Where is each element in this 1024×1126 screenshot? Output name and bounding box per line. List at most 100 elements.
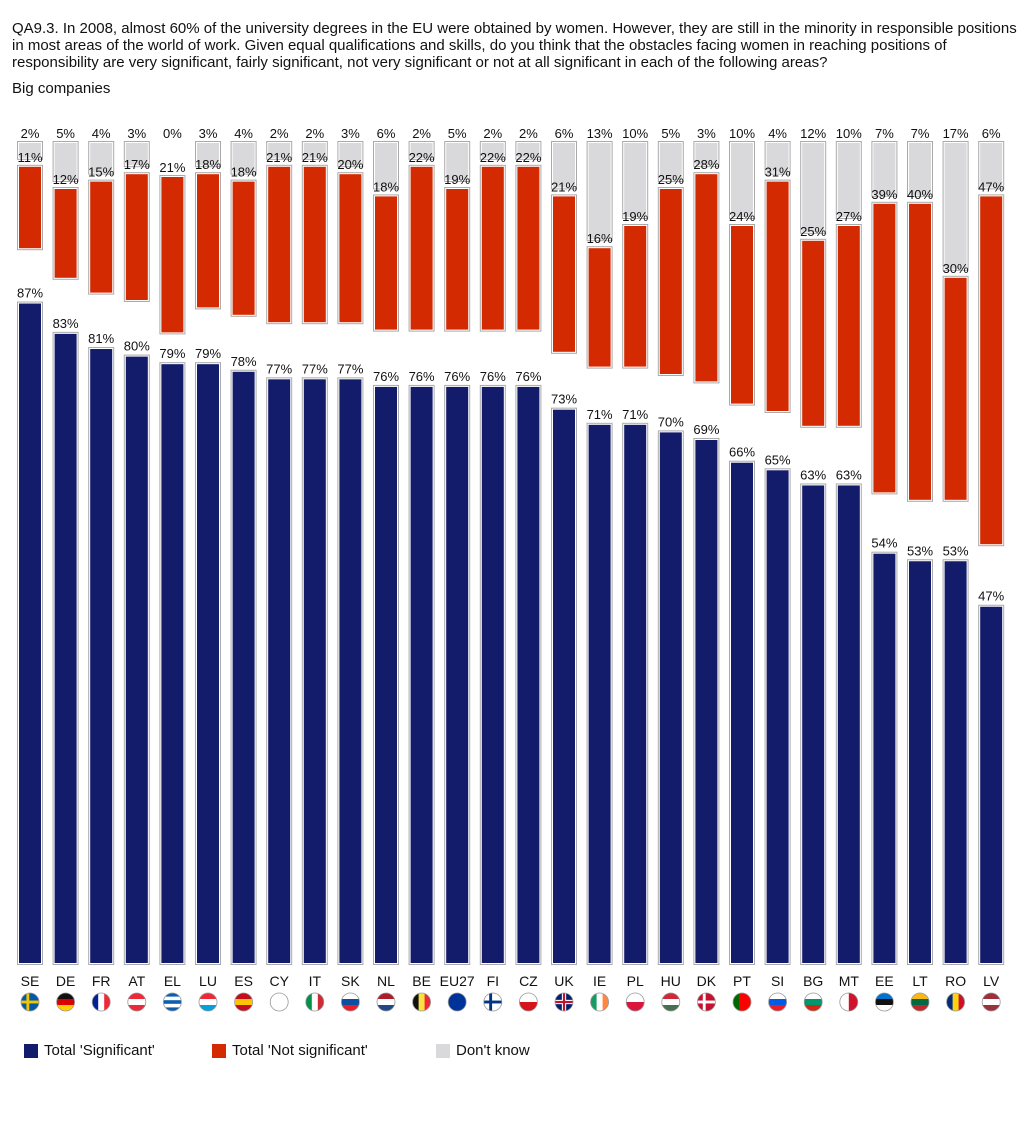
label-significant-uk: 73% [551,392,577,407]
label-dont-know-lv: 6% [982,126,1001,141]
bar-significant-lt [909,561,931,963]
bar-dont-know-dk [695,143,718,166]
x-tick-ie: IE [593,973,606,989]
flag-es-icon-rim [234,992,254,1012]
x-tick-it: IT [309,973,322,989]
label-not-significant-dk: 28% [693,157,719,172]
x-tick-lv: LV [983,973,1000,989]
label-significant-dk: 69% [693,422,719,437]
chart-subtitle: Big companies [12,80,111,97]
bar-dont-know-sk [339,143,362,166]
label-dont-know-bg: 12% [800,126,826,141]
label-significant-de: 83% [53,316,79,331]
legend-label-significant: Total 'Significant' [44,1042,155,1059]
label-dont-know-cy: 2% [270,126,289,141]
label-not-significant-ro: 30% [943,261,969,276]
bar-significant-hu [659,432,682,963]
flag-be-icon [412,993,431,1011]
bar-not-significant-it [303,166,326,323]
x-tick-sk: SK [341,973,360,989]
bar-not-significant-uk [553,196,575,352]
bar-significant-pl [624,424,647,963]
bar-significant-se [19,303,41,963]
flag-lu-icon [199,993,217,1011]
x-tick-ro: RO [945,973,966,989]
label-not-significant-de: 12% [53,172,79,187]
label-dont-know-ro: 17% [943,126,969,141]
bar-dont-know-de [54,143,77,180]
bar-not-significant-ie [588,248,611,367]
label-significant-fi: 76% [480,369,506,384]
flag-mt-icon [839,993,858,1011]
label-significant-sk: 77% [337,361,363,376]
legend-swatch-dont-know [436,1043,450,1058]
bar-significant-cz [517,386,540,963]
bar-not-significant-dk [695,174,718,382]
label-not-significant-lv: 47% [978,179,1004,194]
label-not-significant-ee: 39% [871,187,897,202]
bar-dont-know-ro [944,143,967,269]
legend-swatch-not-significant [212,1043,226,1058]
label-dont-know-se: 2% [21,126,40,141]
label-dont-know-uk: 6% [555,126,574,141]
label-not-significant-at: 17% [124,157,150,172]
x-tick-es: ES [234,973,253,989]
flag-ee-icon-rim [875,992,894,1012]
bar-not-significant-nl [375,196,397,330]
legend-label-not-significant: Total 'Not significant' [232,1042,368,1059]
label-significant-nl: 76% [373,369,399,384]
label-not-significant-cy: 21% [266,150,292,165]
legend-swatch-significant [24,1043,38,1058]
label-not-significant-lt: 40% [907,187,933,202]
bar-not-significant-sk [339,174,362,323]
flag-es-icon [234,993,253,1011]
legend: Total 'Significant' Total 'Not significa… [0,1042,1024,1062]
bar-dont-know-ie [588,143,611,240]
flag-pl-icon [626,993,645,1011]
flag-it-icon [305,993,324,1011]
flag-uk-icon-rim [554,992,574,1012]
bar-significant-lu [197,364,219,963]
bar-not-significant-pt [731,226,753,404]
bar-dont-know-se [19,143,41,158]
flag-cy-icon [270,993,289,1011]
flag-be-icon-rim [412,992,432,1012]
x-tick-se: SE [21,973,40,989]
bar-not-significant-lt [909,203,931,500]
label-dont-know-lt: 7% [911,126,930,141]
label-dont-know-ee: 7% [875,126,894,141]
bar-dont-know-hu [659,143,682,180]
bar-not-significant-ro [944,277,967,500]
bar-significant-bg [802,485,825,963]
flag-ie-icon-rim [590,992,609,1012]
label-dont-know-ie: 13% [587,126,613,141]
label-significant-eu27: 76% [444,369,470,384]
bar-not-significant-lv [980,196,1003,545]
bar-dont-know-bg [802,143,825,232]
bar-not-significant-be [410,166,433,330]
label-not-significant-fi: 22% [480,150,506,165]
bar-dont-know-pt [731,143,753,217]
label-significant-si: 65% [765,452,791,467]
bar-dont-know-uk [553,143,575,188]
bar-dont-know-cy [268,143,291,158]
bar-not-significant-cz [517,166,540,330]
flag-mt-icon-rim [839,992,859,1012]
bar-not-significant-fi [481,166,504,330]
bar-significant-lv [980,606,1003,963]
bar-dont-know-cz [517,143,540,158]
flag-fi-icon-rim [483,992,503,1012]
flag-hu-icon [661,993,680,1011]
label-not-significant-mt: 27% [836,209,862,224]
label-dont-know-si: 4% [768,126,787,141]
bar-not-significant-bg [802,240,825,426]
bar-significant-el [161,364,184,963]
label-not-significant-uk: 21% [551,179,577,194]
flag-dk-icon [697,993,716,1011]
bar-significant-nl [375,386,397,963]
question-text: QA9.3. In 2008, almost 60% of the univer… [12,20,1017,71]
bar-dont-know-pl [624,143,647,217]
flag-de-icon [56,993,75,1011]
flag-ee-icon [875,993,894,1011]
label-not-significant-hu: 25% [658,172,684,187]
